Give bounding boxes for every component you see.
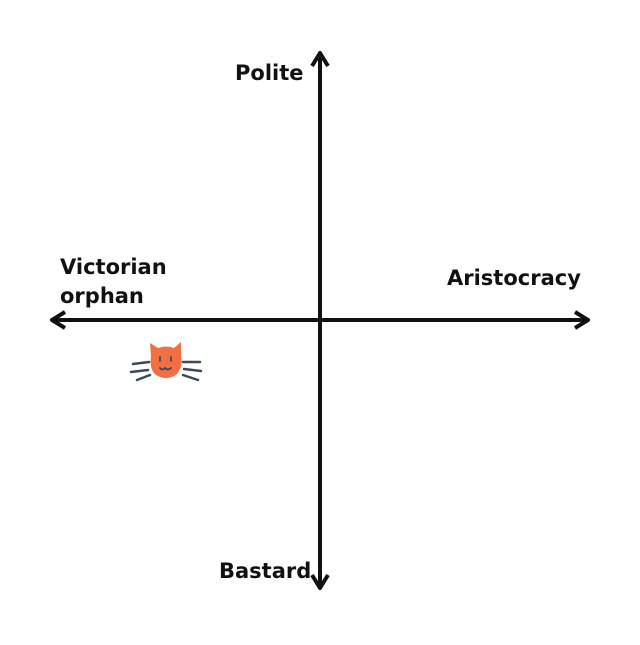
cat-face-icon [129, 342, 203, 382]
axis-label-top: Polite [235, 61, 304, 85]
axis-label-bottom: Bastard [219, 559, 312, 583]
horizontal-axis-right-arrow-icon [573, 310, 590, 330]
axis-label-left: Victorian orphan [60, 253, 167, 311]
vertical-axis-bottom-arrow-icon [310, 573, 330, 590]
axis-label-left-line-2: orphan [60, 284, 144, 308]
horizontal-axis-left-arrow-icon [50, 310, 67, 330]
vertical-axis-top-arrow-icon [310, 51, 330, 68]
axis-label-left-line-1: Victorian [60, 255, 167, 279]
axis-label-right: Aristocracy [447, 266, 581, 290]
